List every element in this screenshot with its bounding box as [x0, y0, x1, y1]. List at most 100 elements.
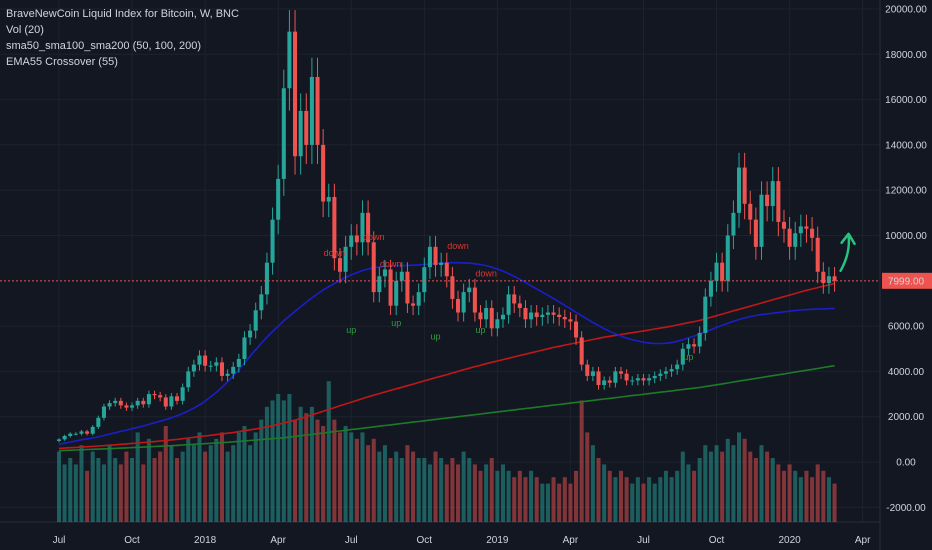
moving-averages: [58, 261, 835, 452]
volume-bar: [287, 394, 292, 522]
candle-body: [787, 228, 792, 247]
candle-body: [62, 435, 67, 440]
candle-body: [450, 276, 455, 299]
crossover-signals: down down down down down up up up up up: [324, 232, 694, 362]
volume-bar: [495, 470, 500, 522]
candle-body: [742, 167, 747, 204]
candle-body: [596, 371, 601, 385]
volume-bar: [489, 458, 494, 522]
candle-body: [411, 303, 416, 306]
candle-body: [231, 366, 236, 374]
signal-down-label: down: [447, 241, 469, 251]
volume-bar: [607, 470, 612, 522]
volume-bar: [371, 438, 376, 522]
volume-bar: [798, 477, 803, 522]
volume-bar: [73, 464, 78, 522]
candle-body: [708, 280, 713, 297]
volume-bar: [596, 458, 601, 522]
candle-body: [770, 181, 775, 207]
candle-body: [56, 439, 62, 441]
symbol-title[interactable]: BraveNewCoin Liquid Index for Bitcoin, W…: [6, 8, 239, 20]
candle-body: [810, 228, 815, 238]
volume-bar: [517, 470, 522, 522]
candle-body: [697, 332, 702, 347]
sma200-line: [58, 364, 835, 452]
volume-bar: [298, 406, 303, 522]
volume-bar: [703, 445, 708, 522]
x-tick-label: Oct: [709, 535, 725, 546]
candle-body: [534, 312, 539, 318]
candle-body: [607, 380, 612, 383]
candle-body: [315, 76, 320, 145]
candle-body: [248, 330, 253, 338]
candle-body: [101, 406, 106, 418]
candle-body: [366, 212, 371, 243]
candle-body: [781, 221, 787, 229]
volume-bar: [360, 432, 365, 522]
candle-body: [602, 380, 607, 385]
volume-bar: [826, 477, 831, 522]
volume-bar: [484, 464, 489, 522]
y-tick-label: 2000.00: [888, 412, 925, 423]
candle-body: [276, 178, 281, 220]
candle-body: [635, 378, 640, 381]
volume-bar: [270, 400, 275, 522]
volume-bar: [624, 477, 629, 522]
volume-bar: [821, 470, 826, 522]
candle-body: [793, 233, 798, 247]
candle-body: [557, 314, 562, 318]
price-axis[interactable]: 20000.00 18000.00 16000.00 14000.00 12000.00…: [885, 5, 927, 514]
candle-body: [663, 371, 668, 374]
volume-bar: [124, 451, 129, 522]
sma-indicator-label[interactable]: sma50_sma100_sma200 (50, 100, 200): [6, 40, 202, 52]
volume-bar: [641, 483, 646, 522]
candle-body: [669, 369, 674, 372]
candle-body: [382, 269, 387, 277]
candle-body: [343, 246, 348, 272]
candle-body: [613, 371, 618, 383]
volume-bar: [770, 458, 775, 522]
chart-legend: BraveNewCoin Liquid Index for Bitcoin, W…: [6, 6, 239, 70]
signal-up-label: up: [391, 318, 401, 328]
candle-body: [124, 405, 129, 408]
x-tick-label: Apr: [563, 535, 579, 546]
volume-bar: [697, 458, 702, 522]
volume-bar: [79, 445, 84, 522]
volume-bar: [663, 470, 668, 522]
volume-bar: [444, 464, 449, 522]
volume-bar: [422, 458, 427, 522]
candle-body: [540, 314, 545, 318]
candle-body: [141, 400, 146, 405]
volume-bar: [765, 451, 770, 522]
candle-body: [618, 371, 624, 374]
volume-bar: [652, 483, 657, 522]
candle-body: [219, 362, 225, 376]
volume-bar: [635, 477, 640, 522]
candle-body: [455, 298, 461, 313]
volume-bar: [85, 470, 90, 522]
candle-body: [439, 262, 444, 265]
volume-indicator-label[interactable]: Vol (20): [6, 24, 44, 36]
ema-indicator-label[interactable]: EMA55 Crossover (55): [6, 56, 118, 68]
volume-bar: [562, 477, 567, 522]
candle-body: [478, 312, 483, 320]
candle-body: [433, 246, 438, 265]
volume-bar: [411, 451, 416, 522]
candle-body: [371, 242, 376, 293]
time-axis[interactable]: Jul Oct 2018 Apr Jul Oct 2019 Apr Jul Oct 2020 Apr: [53, 535, 872, 546]
volume-bar: [467, 458, 472, 522]
volume-bar: [321, 426, 326, 522]
signal-up-label: up: [431, 332, 441, 342]
candle-body: [236, 358, 241, 367]
candle-body: [225, 373, 230, 376]
y-tick-label: 18000.00: [885, 50, 927, 61]
candle-body: [169, 396, 174, 407]
volume-bar: [68, 458, 73, 522]
candle-body: [461, 292, 466, 313]
volume-bar: [613, 477, 618, 522]
volume-bar: [388, 458, 393, 522]
last-price-tag: 7999.00: [882, 272, 932, 289]
candle-body: [309, 76, 314, 145]
projection-arrow-icon: [839, 232, 856, 273]
